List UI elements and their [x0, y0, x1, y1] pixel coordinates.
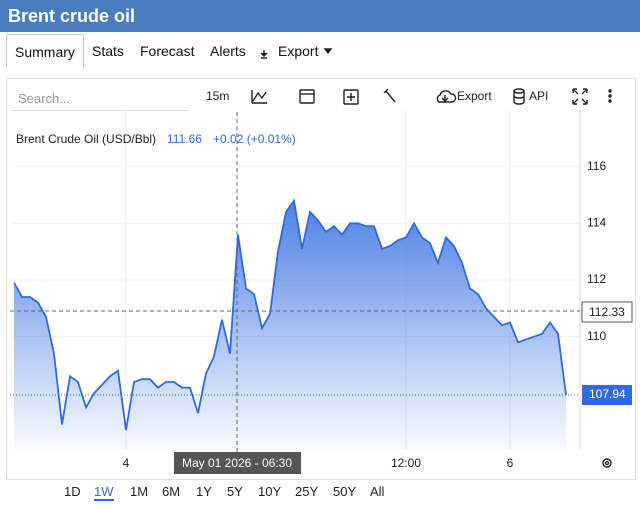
tab[interactable]: Export [278, 43, 319, 59]
tab[interactable]: Forecast [140, 43, 195, 59]
tab[interactable]: Summary [6, 34, 84, 69]
range-button[interactable]: 50Y [333, 484, 357, 499]
tab[interactable]: Alerts [210, 43, 246, 59]
range-button[interactable]: 10Y [258, 484, 282, 499]
export-button[interactable]: Export [457, 89, 492, 103]
toolbar-icons[interactable] [251, 48, 612, 468]
tab[interactable]: Stats [92, 43, 124, 59]
x-tick-label: 4 [123, 456, 130, 470]
area [14, 200, 566, 450]
api-button[interactable]: API [529, 89, 548, 103]
range-button[interactable]: 1D [64, 484, 81, 499]
crosshair-y-box [581, 301, 633, 323]
plot-area: 110 112 114 116 4 12:00 6 [10, 110, 606, 470]
search-input[interactable]: Search... [12, 88, 188, 111]
y-tick-label: 114 [587, 216, 606, 230]
x-tick-label: 6 [507, 456, 514, 470]
crosshair-x-box [174, 452, 301, 474]
x-tick-label: 12:00 [391, 456, 421, 470]
line [13, 198, 567, 431]
legend-last: 111.66 [167, 132, 202, 146]
y-tick-label: 116 [587, 159, 606, 173]
range-button[interactable]: 1M [130, 484, 149, 499]
header-title: Brent crude oil [0, 0, 640, 32]
crosshair-x-label: May 01 2026 - 06:30 [182, 456, 292, 470]
last-price-box [582, 385, 632, 406]
last-price-label: 107.94 [589, 387, 626, 401]
range-button[interactable]: 25Y [295, 484, 319, 499]
interval[interactable]: 15m [206, 89, 229, 103]
range-button[interactable]: 1W [94, 484, 114, 501]
crosshair-y-label: 112.33 [589, 305, 625, 319]
range-button[interactable]: 5Y [227, 484, 243, 499]
y-tick-label: 112 [587, 272, 606, 286]
range-button[interactable]: 6M [162, 484, 181, 499]
chart-panel [6, 78, 636, 480]
legend-change: +0.02 (+0.01%) [213, 132, 296, 146]
legend-name: Brent Crude Oil (USD/Bbl) [16, 132, 156, 146]
range-button[interactable]: All [370, 484, 385, 499]
y-tick-label: 110 [587, 329, 606, 343]
range-button[interactable]: 1Y [196, 484, 212, 499]
